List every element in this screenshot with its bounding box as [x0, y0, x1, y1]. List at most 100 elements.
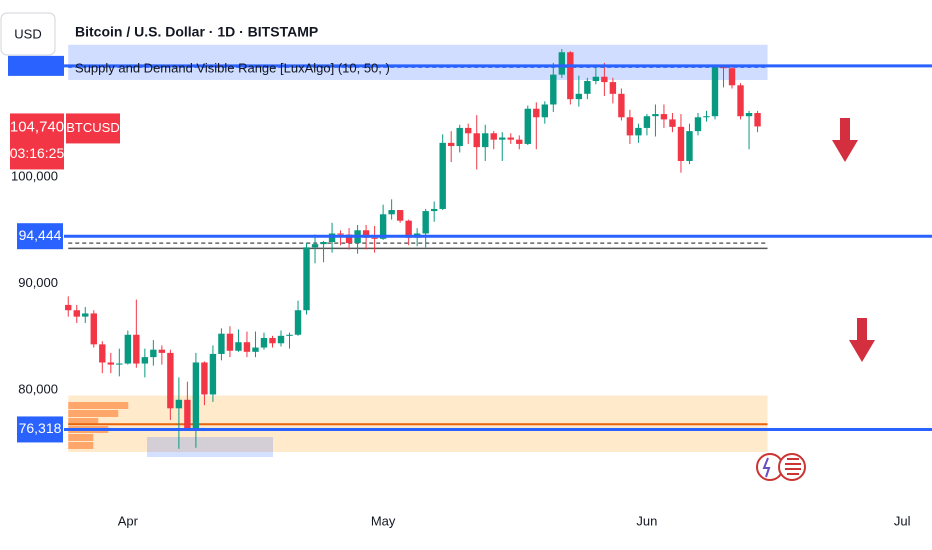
- plot: [65, 49, 761, 449]
- candle-body: [379, 214, 387, 239]
- candle-body: [158, 349, 166, 353]
- candle-body: [82, 313, 89, 317]
- candle-body: [737, 85, 744, 117]
- candle-body: [141, 357, 149, 364]
- candle-body: [328, 233, 336, 243]
- candle-body: [592, 76, 600, 82]
- level-label-box: [17, 416, 63, 443]
- candle-body: [65, 304, 72, 311]
- candle-body: [73, 310, 80, 317]
- candle-body: [456, 127, 463, 147]
- candle-body: [311, 244, 319, 248]
- candle-body: [652, 114, 659, 117]
- x-tick-label: May: [371, 513, 396, 528]
- candle-body: [728, 68, 736, 86]
- candle-body: [558, 52, 566, 75]
- candle-body: [422, 211, 429, 234]
- candle-body: [362, 230, 370, 238]
- candle-body: [277, 335, 285, 344]
- supply-zone: [68, 44, 768, 80]
- candle-body: [473, 133, 480, 148]
- candle-body: [635, 127, 642, 136]
- x-tick-label: Apr: [118, 513, 139, 528]
- low-box: [147, 437, 273, 457]
- candle-body: [133, 334, 140, 364]
- countdown: 03:16:25: [10, 145, 65, 161]
- candle-body: [618, 93, 625, 118]
- candle-body: [439, 142, 446, 209]
- candle-body: [124, 334, 132, 364]
- candle-body: [150, 349, 157, 358]
- candle-body: [260, 337, 268, 348]
- chart-title: Bitcoin / U.S. Dollar · 1D · BITSTAMP: [75, 24, 318, 40]
- candle-body: [567, 52, 574, 100]
- candle-body: [609, 82, 617, 94]
- candle-body: [626, 117, 634, 136]
- candle-body: [490, 133, 497, 140]
- candle-body: [337, 233, 344, 235]
- candle-body: [192, 362, 200, 430]
- candle-body: [243, 342, 251, 352]
- volume-profile-bar: [68, 434, 94, 441]
- y-tick-label: 100,000: [11, 168, 58, 183]
- candle-body: [660, 114, 668, 120]
- candle-body: [507, 137, 514, 140]
- level-label-box: [8, 55, 64, 76]
- volume-profile-bar: [68, 402, 129, 409]
- level-label-box: [17, 223, 63, 250]
- candle-body: [303, 247, 310, 311]
- candle-body: [575, 93, 583, 100]
- logo: [756, 453, 806, 481]
- candle-body: [320, 242, 327, 245]
- candle-body: [269, 337, 276, 344]
- candle-body: [201, 362, 208, 395]
- candle-body: [720, 67, 727, 69]
- candle-body: [601, 76, 608, 83]
- candle-body: [396, 210, 404, 221]
- indicator-label: Supply and Demand Visible Range [LuxAlgo…: [75, 60, 390, 75]
- level-label: 94,444: [19, 227, 62, 243]
- candle-body: [184, 399, 191, 430]
- price-label-box: [10, 113, 64, 170]
- candle-body: [218, 333, 225, 354]
- candle-body: [447, 142, 455, 147]
- candle-body: [90, 313, 97, 345]
- candle-body: [116, 363, 123, 365]
- candle-body: [516, 139, 523, 144]
- candle-body: [175, 399, 183, 409]
- candle-body: [465, 127, 472, 134]
- symbol-label: BTCUSD: [66, 120, 119, 135]
- candle-body: [533, 108, 540, 118]
- candle-body: [541, 104, 549, 118]
- candle-body: [226, 333, 234, 351]
- candle-body: [550, 74, 557, 105]
- volume-profile-bar: [68, 410, 119, 417]
- symbol-box: [66, 113, 120, 144]
- currency-box[interactable]: [0, 12, 56, 56]
- candle-body: [643, 116, 651, 128]
- candle-body: [99, 344, 106, 363]
- candle-body: [694, 117, 702, 132]
- candle-body: [499, 137, 506, 140]
- candle-body: [430, 208, 438, 212]
- candle-body: [669, 119, 676, 127]
- volume-profile-bar: [68, 442, 94, 449]
- candle-body: [703, 116, 710, 118]
- level-label: 76,318: [19, 420, 62, 436]
- candle-body: [524, 108, 531, 144]
- arrow-down: [849, 318, 875, 362]
- candle-body: [405, 220, 412, 238]
- candle-body: [711, 67, 719, 117]
- candle-body: [686, 131, 693, 161]
- overlay: USD Bitcoin / U.S. Dollar · 1D · BITSTAM…: [0, 12, 932, 481]
- price-label: 104,740: [10, 118, 64, 135]
- y-tick-label: 90,000: [18, 275, 58, 290]
- candle-body: [235, 342, 242, 351]
- candle-body: [167, 352, 174, 409]
- candle-body: [286, 334, 293, 336]
- currency[interactable]: USD: [14, 26, 41, 41]
- candle-body: [677, 126, 685, 161]
- candle-body: [345, 234, 353, 244]
- arrow-down: [832, 118, 858, 162]
